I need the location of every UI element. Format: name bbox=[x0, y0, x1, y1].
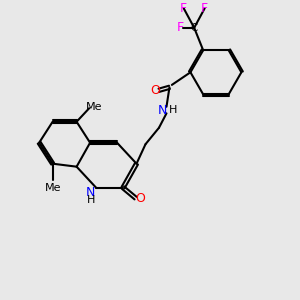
Text: N: N bbox=[157, 104, 167, 117]
Text: F: F bbox=[177, 21, 184, 34]
Text: H: H bbox=[86, 195, 95, 205]
Text: O: O bbox=[151, 84, 160, 97]
Text: F: F bbox=[180, 2, 187, 15]
Text: H: H bbox=[169, 105, 177, 116]
Text: N: N bbox=[86, 186, 95, 199]
Text: C: C bbox=[190, 23, 198, 33]
Text: Me: Me bbox=[44, 183, 61, 193]
Text: F: F bbox=[201, 2, 208, 15]
Text: O: O bbox=[135, 192, 145, 205]
Text: Me: Me bbox=[86, 102, 103, 112]
